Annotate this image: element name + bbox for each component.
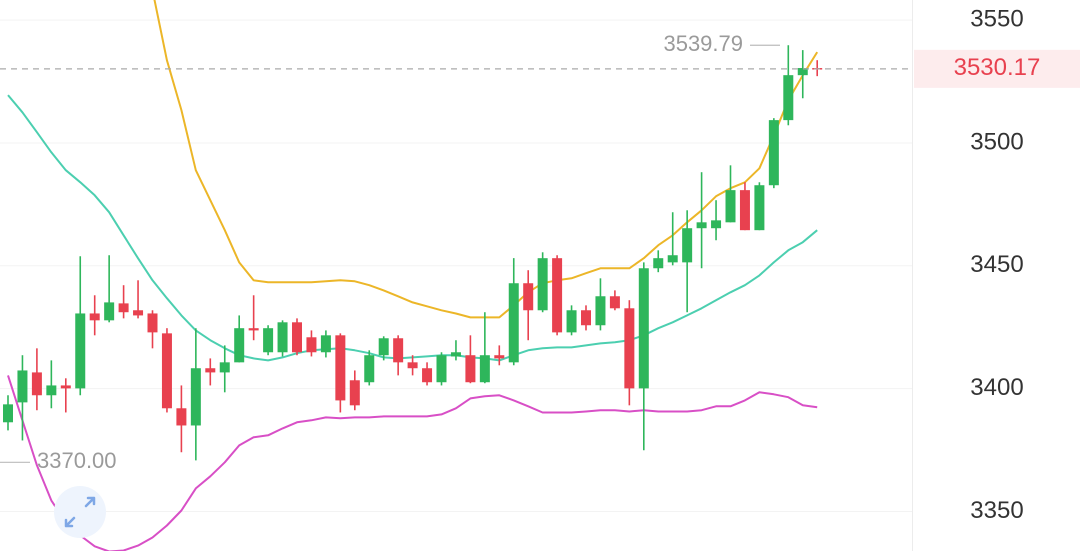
candle-body — [667, 255, 678, 263]
candle-body — [161, 333, 172, 409]
y-tick-label: 3400 — [970, 374, 1023, 401]
candle-body — [450, 352, 461, 357]
candle-body — [797, 68, 808, 76]
candle-body — [581, 310, 591, 326]
candle-body — [60, 385, 71, 389]
candle-body — [46, 385, 57, 396]
grid: 3350 3400 3450 3500 3550 — [0, 5, 1024, 524]
candle-body — [393, 338, 404, 363]
candle-body — [277, 322, 288, 353]
candle-body — [349, 380, 360, 406]
candle-body — [248, 328, 259, 331]
candle-body — [176, 408, 187, 426]
candle-body — [523, 283, 534, 311]
ma-line — [7, 94, 818, 362]
candle-body — [422, 368, 433, 383]
candle-body — [479, 355, 490, 383]
candle-body — [219, 362, 230, 373]
candle-body — [783, 75, 794, 121]
candle-body — [696, 222, 707, 229]
candle-body — [335, 335, 346, 401]
last-price-label: 3530.17 — [954, 54, 1041, 81]
candle-body — [566, 310, 577, 333]
candle-body — [609, 296, 620, 309]
candle-body — [768, 120, 779, 186]
candle-body — [624, 308, 635, 389]
candle-body — [89, 313, 100, 321]
candle-body — [17, 370, 28, 403]
candle-body — [118, 303, 129, 313]
high-label: 3539.79 — [663, 31, 743, 56]
candle-body — [320, 335, 331, 353]
candle-body — [682, 228, 693, 263]
candle-body — [508, 283, 519, 363]
candle-body — [653, 258, 664, 269]
candle-body — [292, 322, 302, 353]
candle-body — [378, 338, 389, 356]
candle-body — [190, 368, 201, 426]
candle-body — [494, 355, 505, 359]
y-tick-label: 3450 — [970, 251, 1023, 278]
candle-body — [407, 362, 418, 369]
candle-body — [31, 372, 42, 396]
candle-body — [754, 185, 765, 231]
candle-body — [104, 302, 115, 321]
candle-body — [552, 258, 563, 333]
y-tick-label: 3350 — [970, 497, 1023, 524]
last-price-box — [914, 49, 1080, 88]
candle-body — [595, 296, 606, 326]
candle-body — [364, 355, 375, 383]
candle-body — [739, 190, 750, 231]
candle-body — [147, 313, 158, 333]
overlay: 3539.79 3370.00 3530.17 — [0, 31, 1080, 473]
ma-lines — [7, 0, 819, 551]
candles — [3, 45, 823, 461]
candle-body — [638, 268, 649, 389]
y-tick-label: 3500 — [970, 128, 1023, 155]
candle-body — [711, 220, 722, 229]
candle-body — [537, 258, 548, 311]
ma-line — [7, 375, 818, 551]
low-label: 3370.00 — [37, 448, 117, 473]
candle-body — [263, 328, 274, 353]
candle-body — [205, 368, 216, 373]
candle-body — [234, 328, 245, 363]
candle-body — [133, 310, 144, 316]
candle-body — [436, 355, 447, 383]
expand-icon[interactable] — [54, 486, 106, 538]
y-tick-label: 3550 — [970, 5, 1023, 32]
candle-body — [3, 404, 13, 423]
candle-body — [465, 355, 476, 383]
candle-body — [306, 337, 317, 353]
candle-body — [725, 190, 736, 223]
candle-body — [75, 313, 86, 389]
